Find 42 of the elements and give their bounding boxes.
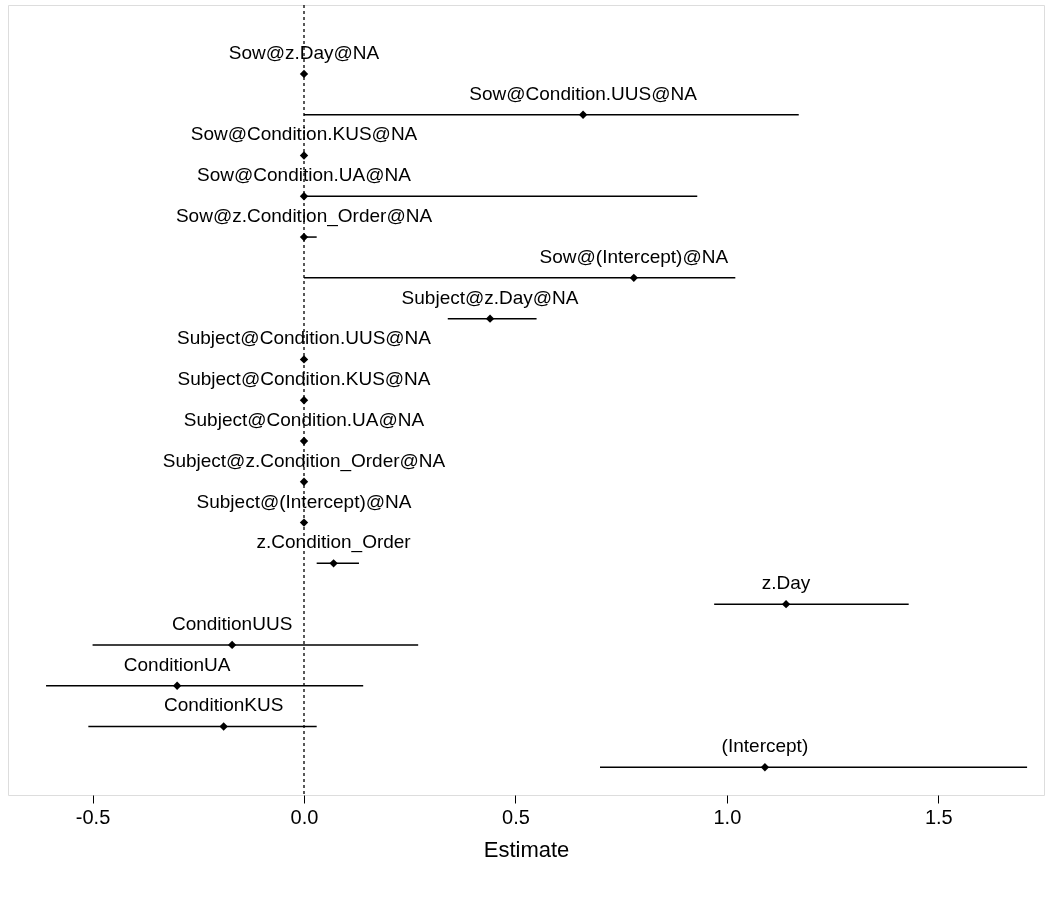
x-axis-title: Estimate xyxy=(483,836,570,862)
y-tick-label: ConditionUUS xyxy=(171,612,293,634)
y-tick-label: Subject@Condition.UA@NA xyxy=(183,408,425,430)
point xyxy=(629,273,639,283)
point xyxy=(299,477,309,486)
y-tick-label: Subject@Condition.UUS@NA xyxy=(176,327,432,349)
point xyxy=(299,396,309,405)
point xyxy=(299,232,309,242)
y-tick-label: Sow@Condition.KUS@NA xyxy=(190,123,418,145)
y-tick-label: Sow@Condition.UUS@NA xyxy=(469,82,698,104)
point xyxy=(299,355,309,364)
x-tick-label: 0.0 xyxy=(290,805,319,828)
y-tick-label: Subject@z.Day@NA xyxy=(401,286,579,308)
y-tick-label: Sow@(Intercept)@NA xyxy=(539,245,729,267)
x-tick-label: 0.5 xyxy=(502,805,530,828)
point xyxy=(227,640,237,650)
x-tick-label: 1.5 xyxy=(924,805,953,828)
y-tick-label: (Intercept) xyxy=(721,735,809,757)
x-tick-label: 1.0 xyxy=(713,805,742,828)
point xyxy=(781,599,791,609)
point xyxy=(299,192,309,201)
y-tick-label: Subject@Condition.KUS@NA xyxy=(177,368,431,390)
point xyxy=(219,722,228,731)
y-tick-label: Subject@(Intercept)@NA xyxy=(196,490,412,512)
y-tick-label: Subject@z.Condition_Order@NA xyxy=(162,449,446,472)
y-tick-label: Sow@z.Day@NA xyxy=(228,41,380,63)
point xyxy=(299,518,309,527)
point xyxy=(299,151,309,160)
y-tick-label: ConditionKUS xyxy=(163,694,284,716)
point xyxy=(299,436,309,446)
x-tick-label: -0.5 xyxy=(75,805,111,828)
point xyxy=(299,69,309,79)
y-tick-label: Sow@z.Condition_Order@NA xyxy=(175,205,433,228)
y-tick-label: z.Condition_Order xyxy=(256,531,412,554)
y-tick-label: z.Day xyxy=(761,572,811,594)
point xyxy=(485,314,495,323)
y-tick-label: ConditionUA xyxy=(123,653,231,675)
point xyxy=(329,559,338,568)
point xyxy=(760,763,770,772)
point xyxy=(578,110,588,119)
y-tick-label: Sow@Condition.UA@NA xyxy=(197,164,412,186)
point xyxy=(172,681,182,690)
